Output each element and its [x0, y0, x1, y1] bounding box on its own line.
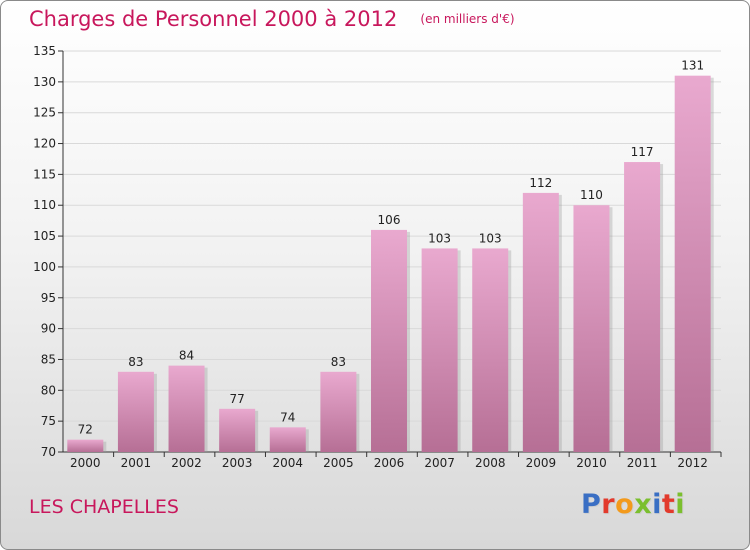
bar [269, 427, 306, 452]
y-tick-label: 110 [33, 198, 56, 212]
bar [624, 162, 661, 453]
x-tick-label: 2003 [222, 456, 253, 470]
data-label: 110 [580, 188, 603, 202]
bar [674, 75, 711, 452]
x-tick-label: 2004 [272, 456, 303, 470]
y-tick-label: 115 [33, 167, 56, 181]
logo-letter: P [581, 489, 602, 520]
x-tick-label: 2002 [171, 456, 202, 470]
x-tick-label: 2012 [677, 456, 708, 470]
x-tick-label: 2000 [70, 456, 101, 470]
x-tick-label: 2006 [374, 456, 405, 470]
data-label: 72 [78, 423, 93, 437]
bar [168, 365, 205, 452]
data-label: 112 [529, 176, 552, 190]
data-label: 74 [280, 410, 295, 424]
bar [67, 439, 104, 452]
y-tick-label: 125 [33, 106, 56, 120]
data-label: 103 [479, 231, 502, 245]
chart-subtitle: (en milliers d'€) [420, 12, 515, 26]
bar [421, 248, 458, 452]
x-tick-label: 2007 [424, 456, 455, 470]
logo-letter: x [634, 489, 653, 520]
y-tick-label: 80 [41, 383, 56, 397]
data-label: 106 [378, 213, 401, 227]
data-label: 103 [428, 231, 451, 245]
x-tick-label: 2009 [526, 456, 557, 470]
data-label: 84 [179, 349, 194, 363]
bar-chart: 70 75 80 85 90 95 100 105 110 115 120 125 130 135 72 20… [33, 44, 722, 470]
logo-letter: o [615, 489, 635, 520]
bar [371, 229, 407, 452]
bar [472, 248, 509, 452]
logo-letter: i [652, 489, 662, 520]
bar [573, 205, 610, 452]
y-tick-label: 100 [33, 260, 56, 274]
x-tick-label: 2011 [627, 456, 658, 470]
y-tick-label: 90 [41, 322, 56, 336]
x-tick-label: 2001 [121, 456, 152, 470]
y-tick-label: 75 [41, 414, 56, 428]
bar [320, 371, 357, 452]
chart-title: Charges de Personnel 2000 à 2012 [29, 7, 398, 31]
logo-letter: r [601, 489, 616, 520]
y-tick-label: 120 [33, 137, 56, 151]
bar [117, 371, 154, 452]
y-tick-label: 135 [33, 44, 56, 58]
location-name: LES CHAPELLES [29, 496, 179, 518]
y-tick-label: 70 [41, 445, 56, 459]
y-tick-label: 105 [33, 229, 56, 243]
proxiti-logo: Proxiti [581, 489, 685, 520]
data-label: 83 [331, 355, 346, 369]
data-label: 83 [128, 355, 143, 369]
data-label: 77 [230, 392, 245, 406]
chart-title-row: Charges de Personnel 2000 à 2012 (en mil… [29, 7, 515, 31]
x-tick-label: 2008 [475, 456, 506, 470]
bar [522, 192, 559, 452]
logo-letter: i [675, 489, 686, 520]
x-tick-label: 2010 [576, 456, 607, 470]
y-tick-label: 130 [33, 75, 56, 89]
x-tick-label: 2005 [323, 456, 354, 470]
data-label: 131 [681, 59, 704, 73]
y-tick-label: 85 [41, 352, 56, 366]
data-label: 117 [631, 145, 654, 159]
logo-letter: t [661, 489, 676, 520]
bar [219, 408, 256, 452]
y-tick-label: 95 [41, 291, 56, 305]
